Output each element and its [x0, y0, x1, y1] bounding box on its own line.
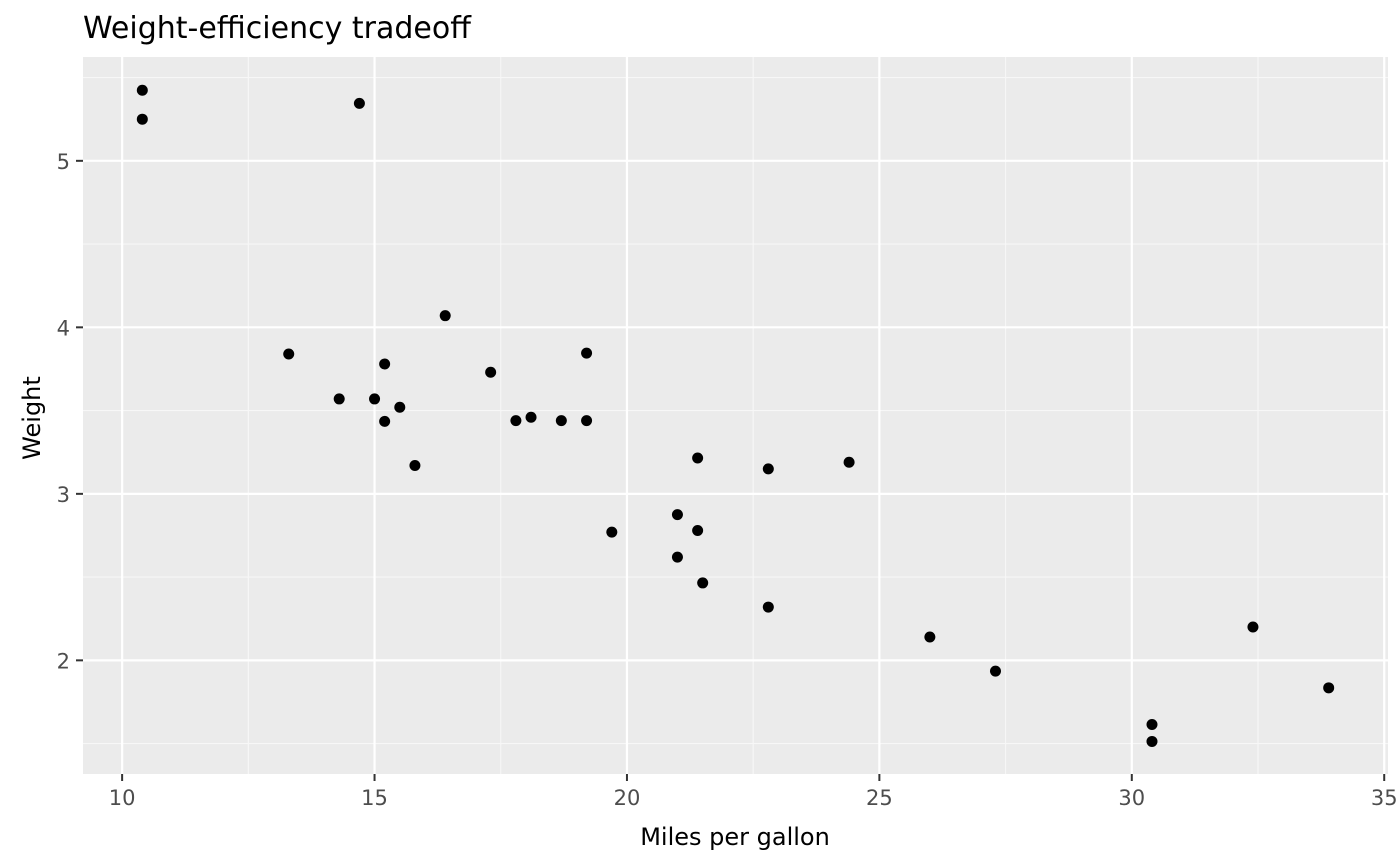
data-point: [606, 526, 618, 538]
y-tick-label: 2: [57, 649, 70, 673]
x-tick-label: 30: [1118, 786, 1145, 810]
data-point: [136, 84, 148, 96]
data-point: [581, 415, 593, 427]
data-point: [1146, 735, 1158, 747]
y-tick-label: 4: [57, 316, 70, 340]
data-point: [409, 460, 421, 472]
data-point: [353, 97, 365, 109]
plot-panel: [83, 57, 1388, 774]
major-gridlines: [83, 57, 1388, 774]
data-point: [762, 463, 774, 475]
data-point: [525, 411, 537, 423]
data-point: [369, 393, 381, 405]
x-tick-label: 10: [109, 786, 136, 810]
data-point: [283, 348, 295, 360]
data-point: [555, 415, 567, 427]
data-point: [394, 401, 406, 413]
y-axis: 2 3 4 5: [57, 150, 83, 673]
data-point: [697, 577, 709, 589]
data-point: [989, 665, 1001, 677]
x-axis: 10 15 20 25 30 35: [109, 774, 1398, 810]
x-tick-label: 35: [1371, 786, 1398, 810]
data-point: [1247, 621, 1259, 633]
data-point: [510, 415, 522, 427]
y-tick-label: 3: [57, 483, 70, 507]
x-tick-label: 15: [361, 786, 388, 810]
data-point: [581, 347, 593, 359]
data-point: [843, 456, 855, 468]
data-point: [379, 415, 391, 427]
data-point: [333, 393, 345, 405]
data-point: [762, 601, 774, 613]
data-points: [136, 84, 1335, 747]
minor-gridlines: [83, 57, 1388, 774]
y-tick-label: 5: [57, 150, 70, 174]
data-point: [671, 509, 683, 521]
data-point: [1323, 682, 1335, 694]
data-point: [136, 113, 148, 125]
x-tick-label: 25: [866, 786, 893, 810]
chart-title: Weight-efficiency tradeoff: [83, 11, 472, 46]
data-point: [924, 631, 936, 643]
data-point: [692, 524, 704, 536]
data-point: [692, 452, 704, 464]
data-point: [439, 310, 451, 322]
data-point: [671, 551, 683, 563]
data-point: [485, 366, 497, 378]
data-point: [1146, 718, 1158, 730]
x-tick-label: 20: [614, 786, 641, 810]
y-axis-title: Weight: [18, 376, 46, 460]
data-point: [379, 358, 391, 370]
x-axis-title: Miles per gallon: [640, 823, 830, 851]
